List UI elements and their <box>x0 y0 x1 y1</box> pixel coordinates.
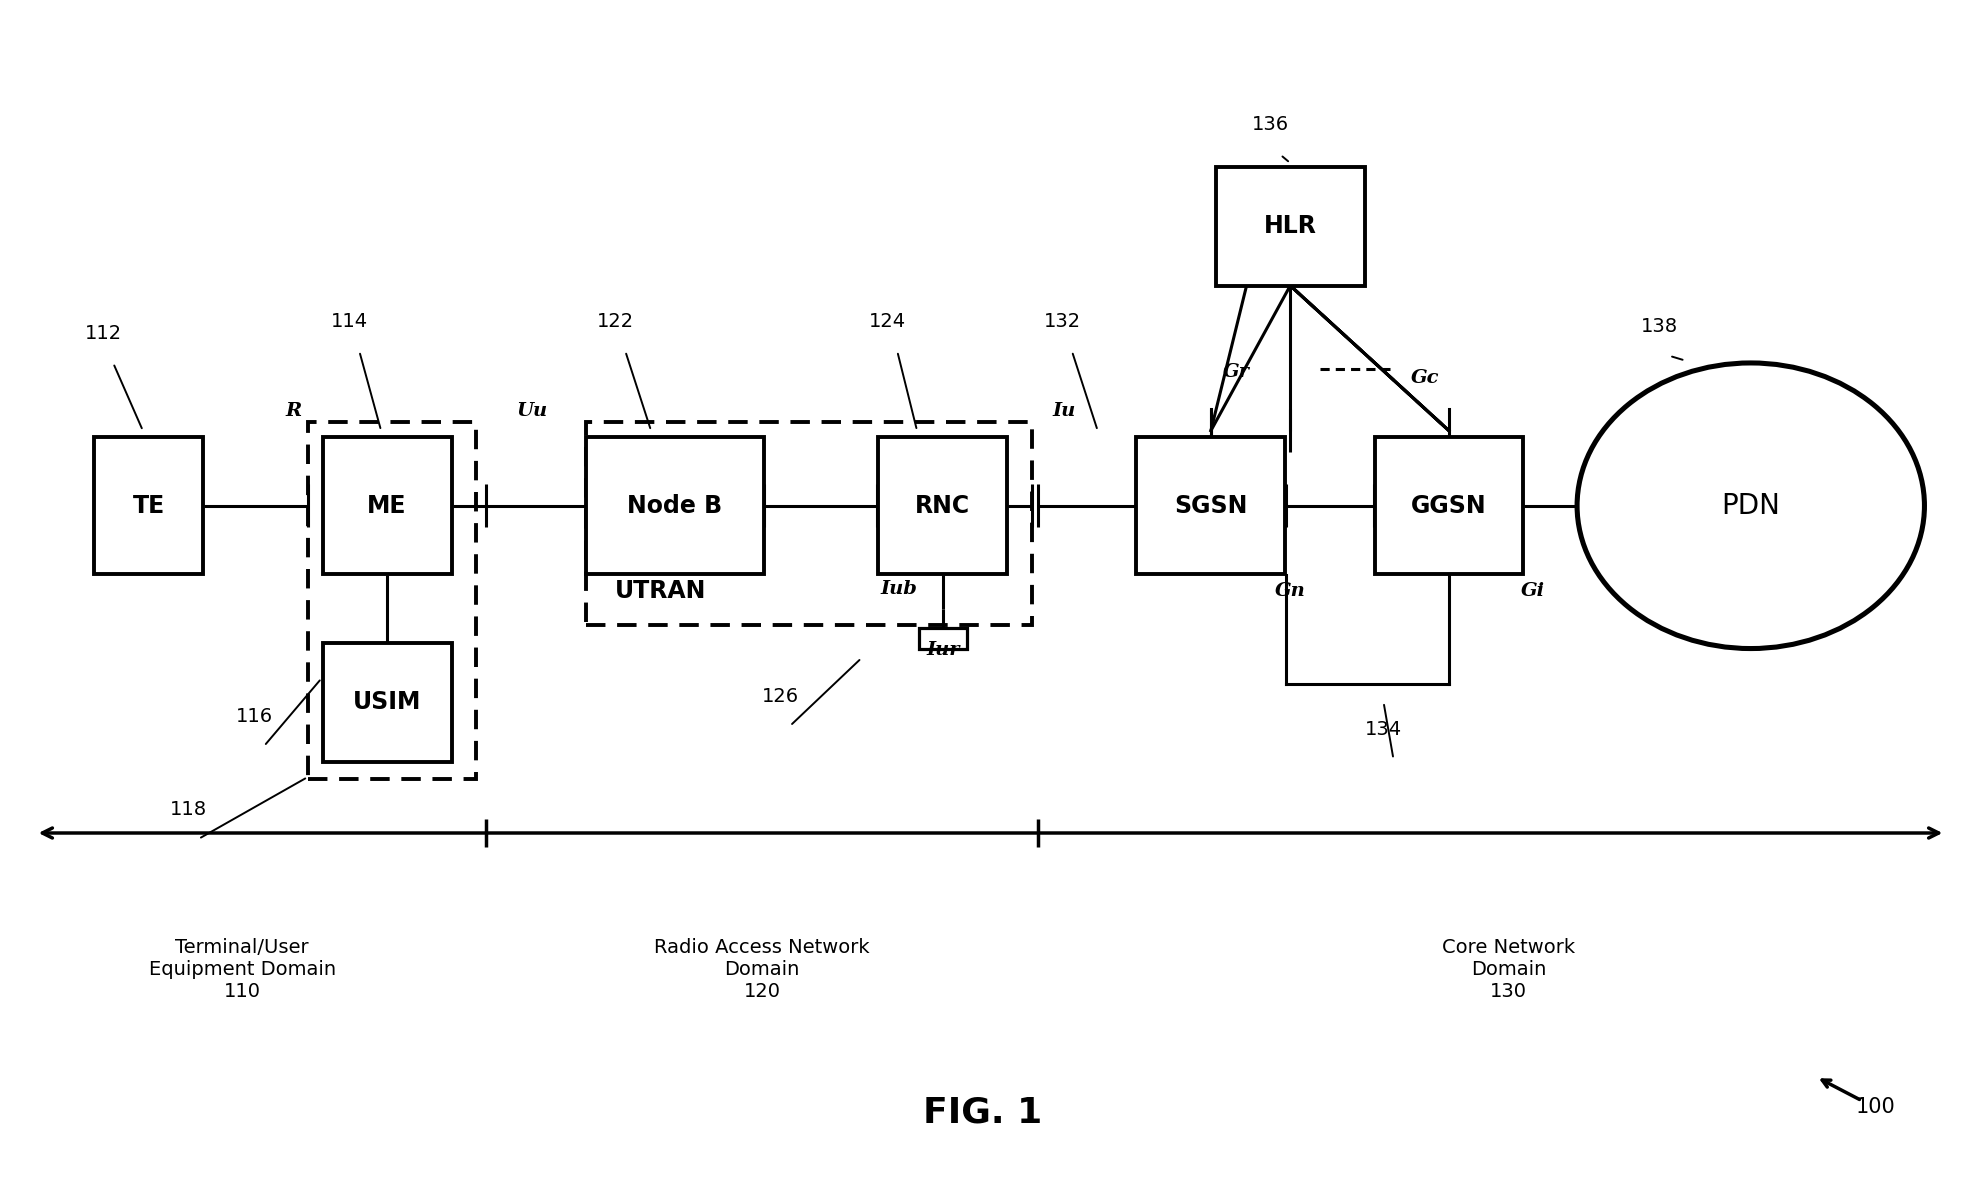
Text: SGSN: SGSN <box>1175 494 1247 518</box>
Bar <box>308 422 476 779</box>
Text: 134: 134 <box>1366 720 1401 739</box>
Text: 116: 116 <box>236 707 272 726</box>
Text: UTRAN: UTRAN <box>615 580 707 603</box>
Text: 126: 126 <box>762 687 798 706</box>
Bar <box>1215 167 1366 286</box>
Text: Terminal/User
Equipment Domain
110: Terminal/User Equipment Domain 110 <box>149 939 335 1001</box>
Bar <box>586 438 764 575</box>
Bar <box>324 438 453 575</box>
Text: Iur: Iur <box>927 640 959 659</box>
Bar <box>1135 438 1286 575</box>
Text: USIM: USIM <box>353 690 421 714</box>
Text: Node B: Node B <box>627 494 723 518</box>
Text: PDN: PDN <box>1721 491 1781 520</box>
Text: Gr: Gr <box>1223 363 1251 382</box>
Text: HLR: HLR <box>1264 214 1316 238</box>
Text: ME: ME <box>367 494 407 518</box>
Text: Gi: Gi <box>1521 582 1544 601</box>
Text: R: R <box>286 401 302 420</box>
Bar <box>1376 438 1524 575</box>
Bar <box>919 628 967 649</box>
Text: 100: 100 <box>1856 1097 1896 1116</box>
Text: 112: 112 <box>85 324 121 343</box>
Text: FIG. 1: FIG. 1 <box>923 1096 1042 1129</box>
Text: TE: TE <box>133 494 165 518</box>
Text: 132: 132 <box>1044 312 1080 331</box>
Text: Gn: Gn <box>1274 582 1306 601</box>
Bar <box>324 643 453 762</box>
Text: Core Network
Domain
130: Core Network Domain 130 <box>1441 939 1576 1001</box>
Text: 118: 118 <box>171 800 206 819</box>
Text: 122: 122 <box>597 312 633 331</box>
Text: 136: 136 <box>1253 115 1288 134</box>
Text: Iu: Iu <box>1052 401 1076 420</box>
Text: Radio Access Network
Domain
120: Radio Access Network Domain 120 <box>655 939 869 1001</box>
Bar <box>95 438 204 575</box>
Text: Uu: Uu <box>516 401 548 420</box>
Bar <box>586 422 1032 625</box>
Ellipse shape <box>1578 363 1925 649</box>
Text: GGSN: GGSN <box>1411 494 1487 518</box>
Text: 138: 138 <box>1642 317 1677 336</box>
Text: Gc: Gc <box>1411 369 1439 388</box>
Text: 114: 114 <box>331 312 367 331</box>
Text: RNC: RNC <box>915 494 971 518</box>
Text: 124: 124 <box>869 312 905 331</box>
Text: Iub: Iub <box>881 580 917 599</box>
Bar <box>877 438 1008 575</box>
